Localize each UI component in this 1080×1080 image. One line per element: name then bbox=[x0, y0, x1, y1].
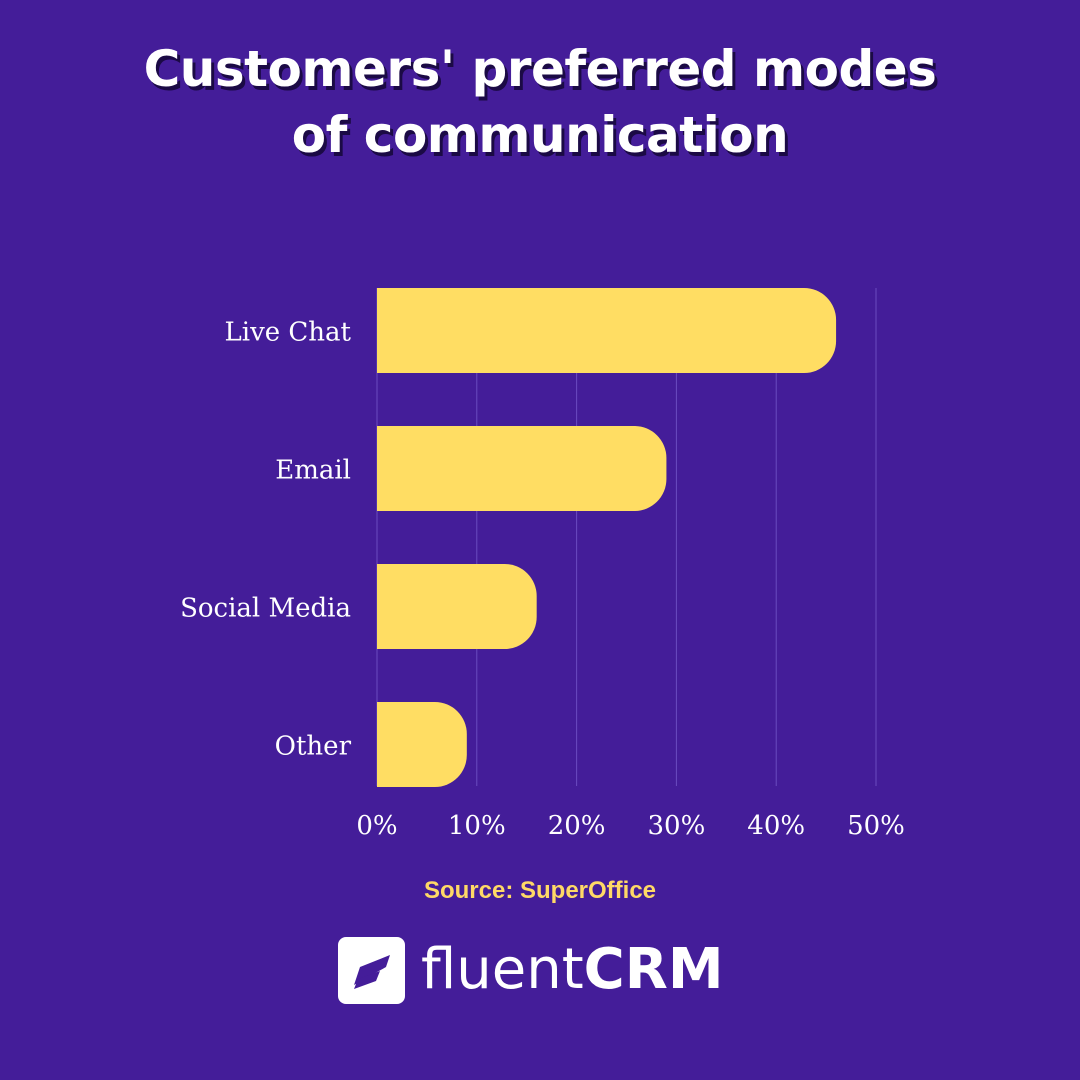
chart-title: Customers' preferred modes of communicat… bbox=[0, 36, 1080, 168]
bar-social-media bbox=[377, 564, 537, 649]
x-tick-label: 20% bbox=[548, 811, 606, 841]
bar-email bbox=[377, 426, 667, 511]
source-note: Source: SuperOffice bbox=[423, 877, 657, 904]
brand-wordmark: fluentCRM bbox=[421, 940, 724, 1000]
x-tick-label: 30% bbox=[648, 811, 706, 841]
category-label-email: Email bbox=[275, 456, 351, 486]
bars bbox=[377, 288, 837, 787]
x-tick-label: 0% bbox=[356, 811, 397, 841]
brand-name-bold: CRM bbox=[583, 937, 724, 1002]
x-axis-tick-labels: 0% 10% 20% 30% 40% 50% bbox=[356, 811, 905, 841]
bar-chart: Live Chat Email Social Media Other 0% 10% 20%… bbox=[180, 288, 905, 841]
chart-title-line-2: of communication bbox=[291, 106, 789, 164]
category-labels: Live Chat Email Social Media Other bbox=[180, 318, 351, 762]
category-label-social-media: Social Media bbox=[180, 594, 351, 624]
x-tick-label: 40% bbox=[747, 811, 805, 841]
category-label-other: Other bbox=[275, 732, 352, 762]
bar-live-chat bbox=[377, 288, 837, 373]
brand-logo: fluentCRM bbox=[338, 934, 724, 1006]
brand-name-light: fluent bbox=[421, 937, 584, 1002]
x-tick-label: 50% bbox=[847, 811, 905, 841]
chart-title-line-1: Customers' preferred modes bbox=[143, 40, 937, 98]
bar-other bbox=[377, 702, 467, 787]
fluentcrm-logo-icon bbox=[338, 936, 405, 1004]
x-tick-label: 10% bbox=[448, 811, 506, 841]
category-label-live-chat: Live Chat bbox=[224, 318, 351, 348]
